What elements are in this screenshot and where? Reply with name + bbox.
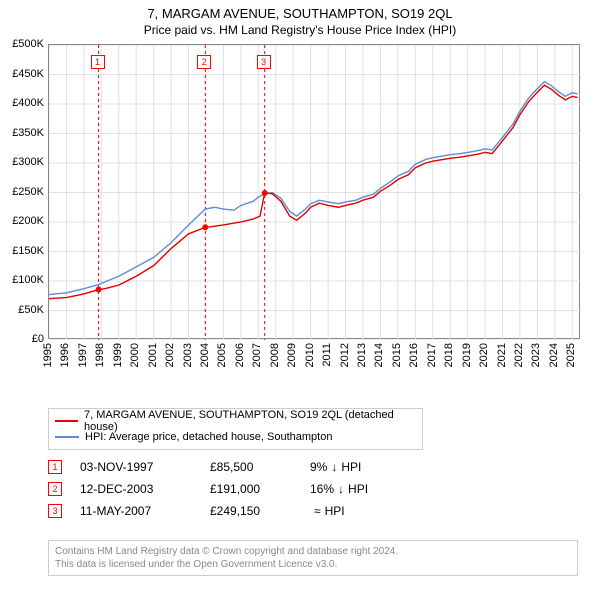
x-tick-label: 2016 [408, 343, 420, 367]
sale-diff-suffix: HPI [341, 460, 361, 474]
y-tick-label: £100K [2, 274, 44, 286]
x-tick-label: 2012 [339, 343, 351, 367]
x-tick-label: 2013 [356, 343, 368, 367]
y-tick-label: £400K [2, 97, 44, 109]
x-tick-label: 2008 [269, 343, 281, 367]
y-tick-label: £250K [2, 186, 44, 198]
chart-subtitle: Price paid vs. HM Land Registry's House … [0, 21, 600, 37]
chart-legend: 7, MARGAM AVENUE, SOUTHAMPTON, SO19 2QL … [48, 408, 423, 450]
x-tick-label: 2024 [548, 343, 560, 367]
y-tick-label: £350K [2, 127, 44, 139]
sale-date: 12-DEC-2003 [80, 482, 210, 496]
legend-label-house: 7, MARGAM AVENUE, SOUTHAMPTON, SO19 2QL … [84, 409, 416, 433]
x-tick-label: 1996 [59, 343, 71, 367]
chart-plot-area [48, 44, 580, 339]
x-tick-label: 2021 [496, 343, 508, 367]
x-tick-label: 2006 [234, 343, 246, 367]
x-tick-label: 2000 [129, 343, 141, 367]
sale-marker-icon: 3 [48, 504, 62, 518]
sale-marker-on-chart: 3 [257, 55, 271, 69]
x-tick-label: 2003 [182, 343, 194, 367]
legend-swatch-house [55, 420, 78, 422]
x-tick-label: 2020 [478, 343, 490, 367]
x-tick-label: 2005 [216, 343, 228, 367]
y-tick-label: £0 [2, 333, 44, 345]
x-tick-label: 2009 [286, 343, 298, 367]
chart-title: 7, MARGAM AVENUE, SOUTHAMPTON, SO19 2QL [0, 0, 600, 21]
sale-diff-pct: 9% [310, 460, 327, 474]
sale-marker-on-chart: 1 [91, 55, 105, 69]
x-tick-label: 1995 [42, 343, 54, 367]
x-tick-label: 1997 [77, 343, 89, 367]
arrow-icon: ↓ [338, 482, 344, 496]
sale-date: 11-MAY-2007 [80, 504, 210, 518]
sale-row: 1 03-NOV-1997£85,5009% ↓ HPI [48, 456, 460, 478]
arrow-icon: ≈ [314, 504, 321, 518]
legend-item-house: 7, MARGAM AVENUE, SOUTHAMPTON, SO19 2QL … [55, 413, 416, 429]
x-tick-label: 2004 [199, 343, 211, 367]
x-tick-label: 1998 [94, 343, 106, 367]
y-tick-label: £450K [2, 68, 44, 80]
sale-diff-pct: 16% [310, 482, 334, 496]
x-tick-label: 2018 [443, 343, 455, 367]
sale-diff-suffix: HPI [325, 504, 345, 518]
sale-date: 03-NOV-1997 [80, 460, 210, 474]
x-tick-label: 2023 [530, 343, 542, 367]
sale-diff: 16% ↓ HPI [310, 482, 460, 496]
x-tick-label: 2019 [461, 343, 473, 367]
sales-table: 1 03-NOV-1997£85,5009% ↓ HPI 2 12-DEC-2003£19… [48, 456, 460, 522]
credits-line-1: Contains HM Land Registry data © Crown c… [55, 545, 571, 558]
sale-row: 2 12-DEC-2003£191,00016% ↓ HPI [48, 478, 460, 500]
sale-price: £85,500 [210, 460, 310, 474]
x-tick-label: 2015 [391, 343, 403, 367]
chart-svg [49, 45, 581, 340]
x-tick-label: 2002 [164, 343, 176, 367]
y-tick-label: £150K [2, 245, 44, 257]
sale-diff: ≈ HPI [310, 504, 460, 518]
y-tick-label: £500K [2, 38, 44, 50]
legend-swatch-hpi [55, 436, 79, 438]
sale-price: £249,150 [210, 504, 310, 518]
y-tick-label: £200K [2, 215, 44, 227]
sale-diff-suffix: HPI [348, 482, 368, 496]
x-tick-label: 2025 [565, 343, 577, 367]
credits-line-2: This data is licensed under the Open Gov… [55, 558, 571, 571]
x-tick-label: 2022 [513, 343, 525, 367]
x-tick-label: 1999 [112, 343, 124, 367]
sale-marker-icon: 1 [48, 460, 62, 474]
sale-marker-on-chart: 2 [197, 55, 211, 69]
x-tick-label: 2001 [147, 343, 159, 367]
x-tick-label: 2010 [304, 343, 316, 367]
credits-box: Contains HM Land Registry data © Crown c… [48, 540, 578, 576]
legend-label-hpi: HPI: Average price, detached house, Sout… [85, 431, 332, 443]
sale-diff: 9% ↓ HPI [310, 460, 460, 474]
y-tick-label: £50K [2, 304, 44, 316]
sale-row: 3 11-MAY-2007£249,150 ≈ HPI [48, 500, 460, 522]
y-tick-label: £300K [2, 156, 44, 168]
x-tick-label: 2007 [251, 343, 263, 367]
x-tick-label: 2017 [426, 343, 438, 367]
sale-marker-icon: 2 [48, 482, 62, 496]
sale-price: £191,000 [210, 482, 310, 496]
arrow-icon: ↓ [331, 460, 337, 474]
x-tick-label: 2014 [373, 343, 385, 367]
x-tick-label: 2011 [321, 343, 333, 367]
